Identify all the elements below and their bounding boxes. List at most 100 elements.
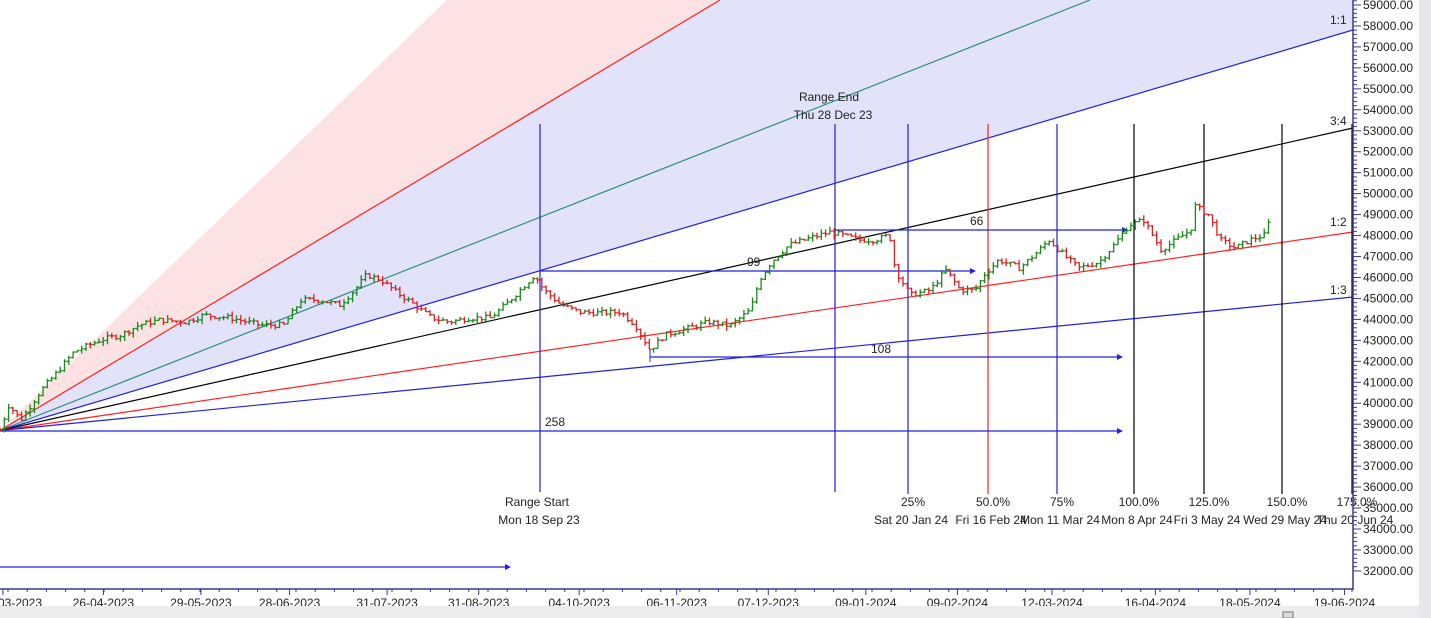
- price-bar: [526, 282, 531, 290]
- price-bar: [1017, 260, 1022, 272]
- price-bar: [1137, 217, 1142, 223]
- price-bar: [569, 305, 574, 311]
- price-bar: [45, 378, 50, 389]
- price-bar: [1184, 228, 1189, 239]
- price-bar: [789, 238, 794, 249]
- price-bar: [1064, 247, 1069, 259]
- price-bar: [690, 322, 695, 327]
- price-bar: [935, 279, 940, 287]
- arrow-head-icon: [1117, 428, 1123, 434]
- price-bar: [221, 315, 226, 321]
- price-bar: [926, 287, 931, 295]
- price-bar: [247, 316, 252, 325]
- price-bar: [879, 232, 884, 244]
- y-tick-label: 55000.00: [1363, 82, 1413, 96]
- price-bar: [918, 289, 923, 298]
- price-bar: [1042, 240, 1047, 250]
- price-bar: [944, 265, 948, 274]
- fan-label-3-4: 3:4: [1330, 114, 1347, 128]
- price-bar: [776, 256, 781, 261]
- price-bar: [888, 234, 893, 242]
- price-bar: [578, 308, 583, 316]
- y-tick-label: 53000.00: [1363, 124, 1413, 138]
- price-bar: [1219, 233, 1224, 242]
- price-bar: [449, 320, 454, 325]
- price-bar: [273, 323, 278, 330]
- price-bar: [372, 273, 377, 283]
- price-bar: [458, 316, 463, 321]
- price-bar: [1047, 240, 1052, 246]
- price-bar: [819, 229, 824, 241]
- arrow-head-icon: [505, 564, 511, 570]
- price-bar: [268, 319, 273, 329]
- price-bar: [488, 311, 493, 319]
- projection-date-label: Fri 16 Feb 24: [955, 513, 1027, 527]
- y-tick-label: 51000.00: [1363, 166, 1413, 180]
- price-bar: [1098, 255, 1103, 269]
- y-tick-label: 39000.00: [1363, 417, 1413, 431]
- price-bar: [1073, 257, 1077, 267]
- price-bar: [32, 400, 37, 414]
- scrollbar-thumb[interactable]: [1282, 611, 1294, 618]
- price-bar: [1021, 263, 1026, 275]
- y-tick-label: 57000.00: [1363, 40, 1413, 54]
- price-bar: [978, 279, 983, 293]
- price-bar: [19, 411, 24, 421]
- price-bar: [23, 410, 28, 422]
- price-bar: [552, 293, 557, 303]
- y-tick-label: 46000.00: [1363, 270, 1413, 284]
- price-bar: [995, 259, 1000, 269]
- price-bar: [316, 299, 321, 305]
- price-bar: [1167, 240, 1172, 253]
- price-bar: [832, 228, 837, 240]
- price-bar: [741, 309, 746, 322]
- price-bar: [84, 342, 88, 351]
- price-bar: [92, 340, 97, 346]
- price-bar: [445, 319, 450, 324]
- price-bar: [767, 264, 772, 275]
- price-bar: [711, 319, 716, 326]
- fan-label-1-1: 1:1: [1330, 13, 1347, 27]
- price-bar: [453, 319, 458, 326]
- price-bar: [600, 306, 604, 317]
- price-bar: [346, 296, 351, 304]
- price-bar: [1180, 230, 1185, 238]
- price-bar: [991, 262, 996, 274]
- price-bar: [557, 296, 561, 304]
- price-bar: [178, 319, 183, 327]
- price-bar: [1111, 242, 1116, 253]
- price-bar: [561, 301, 566, 307]
- price-bar: [608, 307, 613, 319]
- price-bar: [870, 240, 875, 246]
- arrow-head-icon: [1122, 227, 1128, 233]
- price-bar: [1197, 203, 1202, 211]
- price-bar: [492, 312, 497, 319]
- price-bar: [582, 309, 587, 314]
- price-bar: [956, 280, 961, 289]
- y-tick-label: 38000.00: [1363, 438, 1413, 452]
- price-bar: [122, 330, 127, 341]
- price-bar: [840, 230, 845, 237]
- price-bar: [1034, 251, 1039, 259]
- price-bar: [763, 271, 768, 280]
- arrow-head-icon: [970, 268, 976, 274]
- price-bar: [750, 297, 755, 312]
- price-bar: [466, 317, 471, 323]
- price-bar: [974, 284, 979, 291]
- bar-count-108: 108: [871, 342, 891, 356]
- price-bar: [737, 316, 742, 325]
- price-bar: [385, 279, 389, 285]
- vertical-scrollbar[interactable]: [1419, 0, 1431, 618]
- price-bar: [170, 318, 174, 323]
- price-bar: [999, 258, 1004, 265]
- price-bar: [634, 319, 639, 333]
- price-bar: [539, 277, 544, 292]
- horizontal-scrollbar[interactable]: [0, 606, 1419, 618]
- price-bar: [6, 403, 11, 422]
- price-bar: [1085, 263, 1090, 268]
- price-bar: [49, 376, 54, 382]
- fan-line-1-1: [0, 29, 1353, 432]
- price-bar: [277, 319, 282, 329]
- price-bar: [1146, 220, 1151, 230]
